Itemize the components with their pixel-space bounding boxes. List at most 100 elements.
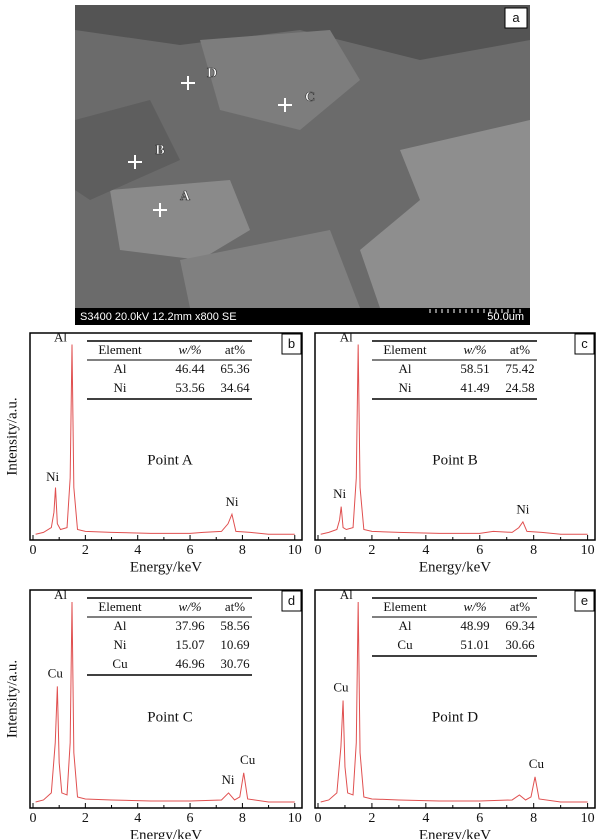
x-tick-label: 2 [82, 543, 89, 558]
x-tick-label: 6 [476, 543, 483, 558]
peak-label: Al [54, 587, 67, 602]
peak-label: Ni [516, 501, 529, 516]
spectrum-line [321, 602, 588, 802]
table-header: at% [225, 599, 245, 614]
table-cell: 58.56 [220, 618, 250, 633]
table-header: w/% [178, 599, 201, 614]
x-tick-label: 0 [30, 543, 37, 558]
table-cell: Ni [399, 380, 412, 395]
table-cell: Al [399, 618, 412, 633]
table-header: at% [510, 342, 530, 357]
peak-label: Cu [48, 665, 64, 680]
table-header: Element [383, 342, 427, 357]
peak-label: Ni [333, 486, 346, 501]
table-cell: 75.42 [505, 361, 534, 376]
point-label: B [155, 143, 164, 158]
table-cell: 30.66 [505, 637, 535, 652]
table-cell: 34.64 [220, 380, 250, 395]
table-cell: 24.58 [505, 380, 534, 395]
peak-label: Cu [529, 756, 545, 771]
table-header: Element [98, 599, 142, 614]
peak-label: Ni [222, 772, 235, 787]
panel-label: c [581, 336, 588, 351]
page: a S3400 20.0kV 12.2mm x800 SE 50.0um A B C D 0 2… [0, 0, 597, 839]
peak-label: Al [340, 330, 353, 345]
x-tick-label: 8 [239, 543, 246, 558]
x-tick-label: 10 [288, 811, 302, 826]
table-cell: 65.36 [220, 361, 250, 376]
x-tick-label: 2 [368, 543, 375, 558]
x-tick-label: 0 [315, 811, 322, 826]
x-tick-label: 10 [288, 543, 302, 558]
x-tick-label: 6 [187, 811, 194, 826]
x-tick-label: 8 [239, 811, 246, 826]
table-cell: Al [114, 361, 127, 376]
x-tick-label: 8 [530, 543, 537, 558]
table-cell: 46.96 [175, 656, 205, 671]
x-tick-label: 2 [368, 811, 375, 826]
table-cell: Cu [112, 656, 128, 671]
table-cell: 46.44 [175, 361, 205, 376]
table-header: Element [383, 599, 427, 614]
point-label: C [305, 90, 315, 105]
x-tick-label: 2 [82, 811, 89, 826]
panel-label: b [288, 336, 295, 351]
x-tick-label: 10 [581, 811, 595, 826]
table-cell: Ni [114, 380, 127, 395]
x-axis-label: Energy/keV [419, 559, 491, 575]
table-cell: Al [399, 361, 412, 376]
x-tick-label: 6 [476, 811, 483, 826]
peak-label: Cu [333, 679, 349, 694]
table-header: w/% [178, 342, 201, 357]
point-label: Point C [147, 709, 192, 725]
panel-label: e [581, 593, 588, 608]
table-cell: 69.34 [505, 618, 535, 633]
table-header: w/% [463, 599, 486, 614]
peak-label: Al [54, 330, 67, 345]
point-label: Point B [432, 452, 477, 468]
point-label: D [207, 66, 217, 81]
peak-label: Ni [225, 494, 238, 509]
x-tick-label: 0 [315, 543, 322, 558]
point-label: A [180, 189, 191, 204]
x-tick-label: 4 [134, 811, 141, 826]
x-tick-label: 8 [530, 811, 537, 826]
x-tick-label: 4 [422, 811, 429, 826]
x-tick-label: 10 [581, 543, 595, 558]
peak-label: Al [340, 587, 353, 602]
point-label: Point A [147, 452, 193, 468]
x-tick-label: 6 [187, 543, 194, 558]
table-cell: 41.49 [460, 380, 489, 395]
panel-label: a [512, 10, 520, 25]
table-cell: 10.69 [220, 637, 249, 652]
sem-panel [75, 5, 530, 325]
table-cell: 48.99 [460, 618, 489, 633]
x-axis-label: Energy/keV [130, 559, 202, 575]
table-cell: 53.56 [175, 380, 205, 395]
table-cell: 30.76 [220, 656, 250, 671]
spectrum-line [36, 344, 295, 534]
point-label: Point D [432, 709, 478, 725]
table-cell: 15.07 [175, 637, 205, 652]
table-header: at% [225, 342, 245, 357]
sem-scale: 50.0um [487, 311, 524, 323]
peak-label: Cu [240, 752, 256, 767]
table-header: w/% [463, 342, 486, 357]
peak-label: Ni [46, 469, 59, 484]
table-header: Element [98, 342, 142, 357]
table-cell: Ni [114, 637, 127, 652]
y-axis-label: Intensity/a.u. [4, 397, 20, 475]
table-cell: Cu [397, 637, 413, 652]
x-tick-label: 0 [30, 811, 37, 826]
x-tick-label: 4 [422, 543, 429, 558]
panel-label: d [288, 593, 295, 608]
table-cell: Al [114, 618, 127, 633]
table-cell: 37.96 [175, 618, 205, 633]
table-cell: 58.51 [460, 361, 489, 376]
table-header: at% [510, 599, 530, 614]
x-tick-label: 4 [134, 543, 141, 558]
x-axis-label: Energy/keV [130, 827, 202, 839]
sem-info: S3400 20.0kV 12.2mm x800 SE [80, 311, 237, 323]
spectrum-line [321, 344, 588, 534]
table-cell: 51.01 [460, 637, 489, 652]
